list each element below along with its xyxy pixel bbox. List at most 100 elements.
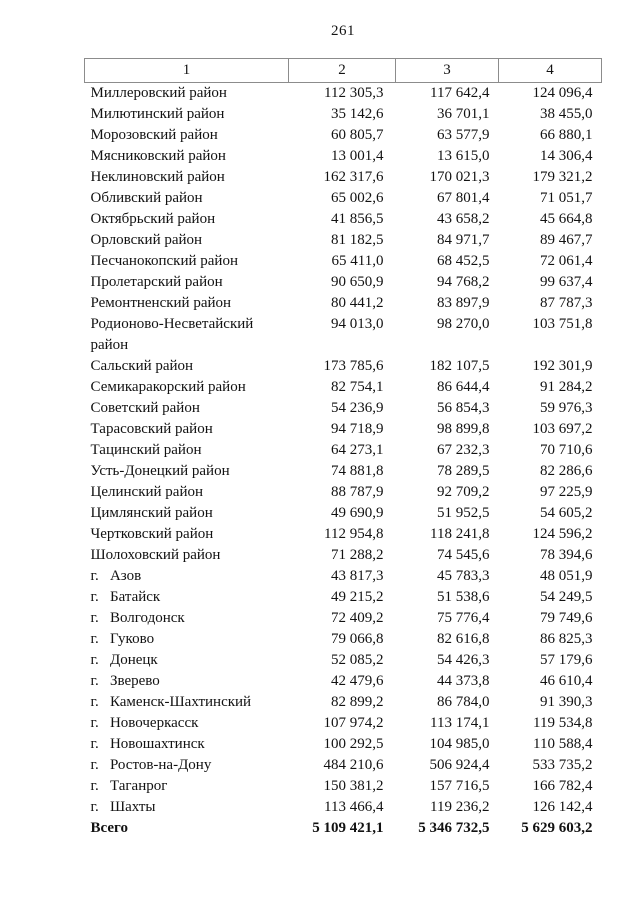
row-value-col4: 89 467,7 — [540, 232, 593, 248]
row-value-col4: 103 751,8 — [532, 316, 593, 332]
table-body: Миллеровский район 112 305,3 117 642,4 124 … — [85, 83, 602, 840]
row-value-col4: 97 225,9 — [540, 484, 593, 500]
row-value-col3: 75 776,4 — [437, 610, 490, 626]
table-row: Усть-Донецкий район 74 881,8 78 289,5 82 28… — [85, 461, 602, 482]
row-value-col2: 52 085,2 — [331, 652, 384, 668]
row-value-col3: 83 897,9 — [437, 295, 490, 311]
row-value-col4: 54 249,5 — [540, 589, 593, 605]
row-value-col2: 107 974,2 — [323, 715, 384, 731]
row-value-col4: 124 096,4 — [532, 85, 593, 101]
header-col-3: 3 — [395, 58, 499, 83]
row-value-col2: 94 718,9 — [331, 421, 384, 437]
row-name: Пролетарский район — [90, 274, 223, 290]
table-row: г. Новочеркасск 107 974,2 113 174,1 119 534… — [85, 713, 602, 734]
row-value-col2: 112 305,3 — [324, 85, 384, 101]
table-row: Целинский район 88 787,9 92 709,2 97 225,9 — [85, 482, 602, 503]
row-name: Морозовский район — [90, 127, 218, 143]
row-value-col4: 38 455,0 — [540, 106, 593, 122]
row-value-col3: 45 783,3 — [437, 568, 490, 584]
row-value-col2: 82 754,1 — [331, 379, 384, 395]
row-name: Тацинский район — [90, 442, 202, 458]
row-value-col2: 41 856,5 — [331, 211, 384, 227]
table-row: Обливский район 65 002,6 67 801,4 71 051,7 — [85, 188, 602, 209]
row-value-col3: 86 644,4 — [437, 379, 490, 395]
row-value-col2: 94 013,0 — [331, 316, 384, 332]
table-row: Чертковский район 112 954,8 118 241,8 124 5… — [85, 524, 602, 545]
row-value-col3: 36 701,1 — [437, 106, 490, 122]
table-row: Морозовский район 60 805,7 63 577,9 66 880,… — [85, 125, 602, 146]
row-name: Семикаракорский район — [90, 379, 246, 395]
row-value-col2: 90 650,9 — [331, 274, 384, 290]
row-value-col2: 49 215,2 — [331, 589, 384, 605]
row-value-col4: 45 664,8 — [540, 211, 593, 227]
row-name: г. Новошахтинск — [90, 736, 205, 752]
row-value-col2: 82 899,2 — [331, 694, 384, 710]
row-value-col3: 51 538,6 — [437, 589, 490, 605]
row-value-col2: 173 785,6 — [323, 358, 384, 374]
row-value-col3: 94 768,2 — [437, 274, 490, 290]
row-value-col3: 44 373,8 — [437, 673, 490, 689]
row-name: Ремонтненский район — [90, 295, 232, 311]
row-value-col3: 82 616,8 — [437, 631, 490, 647]
table-row: г. Зверево 42 479,6 44 373,8 46 610,4 — [85, 671, 602, 692]
row-value-col3: 98 270,0 — [437, 316, 490, 332]
row-value-col2: 80 441,2 — [331, 295, 384, 311]
row-value-col2: 113 466,4 — [324, 799, 384, 815]
row-value-col2: 35 142,6 — [331, 106, 384, 122]
table-row: Миллеровский район 112 305,3 117 642,4 124 … — [85, 83, 602, 105]
row-value-col4: 14 306,4 — [540, 148, 593, 164]
header-col-4: 4 — [498, 58, 602, 83]
row-name: Советский район — [90, 400, 200, 416]
table-row: Цимлянский район 49 690,9 51 952,5 54 605,2 — [85, 503, 602, 524]
row-value-col4: 46 610,4 — [540, 673, 593, 689]
row-value-col4: 78 394,6 — [540, 547, 593, 563]
table-row: Ремонтненский район 80 441,2 83 897,9 87 78… — [85, 293, 602, 314]
row-name: Чертковский район — [90, 526, 214, 542]
row-name: г. Новочеркасск — [90, 715, 199, 731]
row-value-col3: 68 452,5 — [437, 253, 490, 269]
table-row: г. Ростов-на-Дону 484 210,6 506 924,4 533 7… — [85, 755, 602, 776]
row-value-col4: 82 286,6 — [540, 463, 593, 479]
row-value-col3: 67 801,4 — [437, 190, 490, 206]
row-value-col2: 42 479,6 — [331, 673, 384, 689]
table-row: г. Шахты 113 466,4 119 236,2 126 142,4 — [85, 797, 602, 818]
table-row: Шолоховский район 71 288,2 74 545,6 78 394,… — [85, 545, 602, 566]
row-value-col4: 87 787,3 — [540, 295, 593, 311]
row-name: г. Донецк — [90, 652, 158, 668]
row-name: Миллеровский район — [90, 85, 227, 101]
row-value-col2: 65 002,6 — [331, 190, 384, 206]
row-name: Шолоховский район — [90, 547, 221, 563]
row-value-col4: 91 390,3 — [540, 694, 593, 710]
row-value-col3: 56 854,3 — [437, 400, 490, 416]
row-value-col3: 117 642,4 — [430, 85, 490, 101]
total-row: Всего 5 109 421,1 5 346 732,5 5 629 603,2 — [85, 818, 602, 839]
row-value-col4: 71 051,7 — [540, 190, 593, 206]
row-value-col4: 126 142,4 — [532, 799, 593, 815]
row-value-col4: 57 179,6 — [540, 652, 593, 668]
row-name: г. Азов — [90, 568, 142, 584]
row-name: Тарасовский район — [90, 421, 213, 437]
row-value-col4: 533 735,2 — [532, 757, 593, 773]
row-name: Родионово-Несветайский район — [90, 316, 258, 353]
row-value-col4: 48 051,9 — [540, 568, 593, 584]
row-name: Милютинский район — [90, 106, 225, 122]
row-value-col3: 119 236,2 — [430, 799, 490, 815]
header-col-2: 2 — [288, 58, 396, 83]
row-value-col2: 112 954,8 — [324, 526, 384, 542]
row-value-col4: 119 534,8 — [533, 715, 593, 731]
row-name: Сальский район — [90, 358, 194, 374]
table-row: г. Волгодонск 72 409,2 75 776,4 79 749,6 — [85, 608, 602, 629]
row-value-col3: 98 899,8 — [437, 421, 490, 437]
table-row: Неклиновский район 162 317,6 170 021,3 179 … — [85, 167, 602, 188]
row-value-col3: 170 021,3 — [429, 169, 490, 185]
row-name: г. Зверево — [90, 673, 160, 689]
row-name: г. Шахты — [90, 799, 156, 815]
row-value-col2: 100 292,5 — [323, 736, 384, 752]
row-value-col4: 124 596,2 — [532, 526, 593, 542]
header-row: 1 2 3 4 — [84, 58, 602, 83]
row-value-col3: 54 426,3 — [437, 652, 490, 668]
row-name: г. Ростов-на-Дону — [90, 757, 212, 773]
header-col-1: 1 — [84, 58, 289, 83]
row-name: Песчанокопский район — [90, 253, 238, 269]
